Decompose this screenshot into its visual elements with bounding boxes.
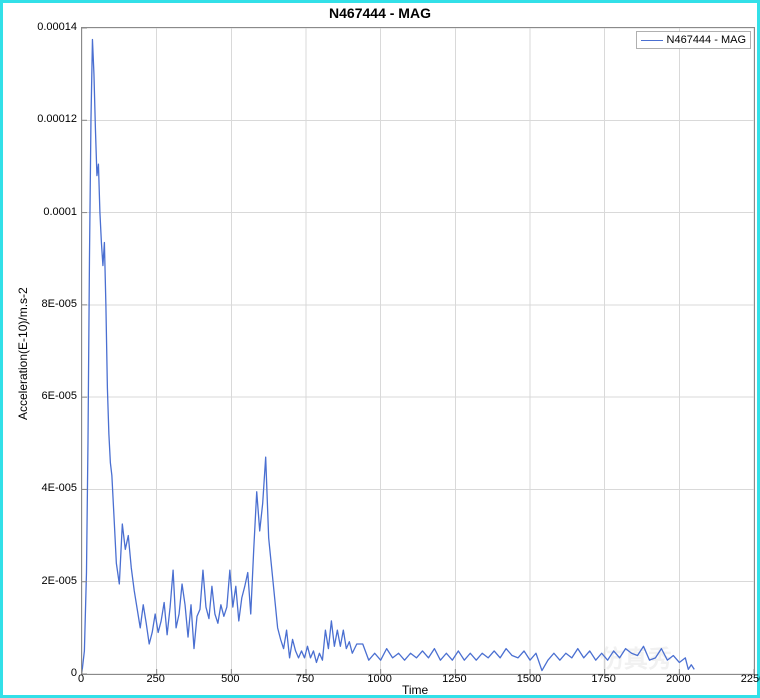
plot-svg: 仿真秀 [82,28,754,674]
tick-label: 4E-005 [42,482,77,494]
tick-label: 2000 [666,673,690,685]
legend-swatch [641,40,663,41]
x-axis-label: Time [402,683,428,697]
tick-label: 1250 [442,673,466,685]
chart-frame: N467444 - MAG Acceleration(E-10)/m.s-2 T… [0,0,760,698]
tick-label: 6E-005 [42,390,77,402]
tick-label: 0.00014 [37,21,77,33]
legend-label: N467444 - MAG [667,34,746,46]
tick-label: 0.0001 [43,206,77,218]
tick-label: 2E-005 [42,575,77,587]
tick-label: 0 [71,667,77,679]
tick-label: 500 [221,673,239,685]
tick-label: 1750 [591,673,615,685]
tick-label: 8E-005 [42,298,77,310]
legend: N467444 - MAG [636,31,751,49]
plot-area: 仿真秀 N467444 - MAG [81,27,755,675]
tick-label: 1000 [367,673,391,685]
series-line [82,40,694,672]
tick-label: 1500 [517,673,541,685]
chart-title: N467444 - MAG [3,5,757,21]
y-axis-label: Acceleration(E-10)/m.s-2 [16,287,30,420]
tick-label: 250 [146,673,164,685]
tick-label: 750 [296,673,314,685]
tick-label: 0.00012 [37,113,77,125]
tick-label: 0 [78,673,84,685]
tick-label: 2250 [741,673,760,685]
